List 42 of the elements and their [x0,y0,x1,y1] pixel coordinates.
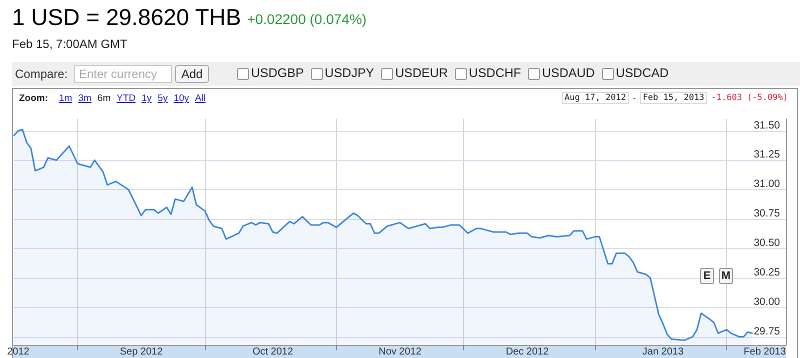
text: Compare: [15,67,68,81]
x-tick-label: Nov 2012 [378,346,422,358]
text: 1y [142,93,152,104]
y-tick-label: 31.00 [754,178,780,190]
text: USDCAD [616,66,669,80]
x-tick-label: 2012 [7,346,30,358]
text: +0.02200 (0.074%) [247,11,367,27]
text: Enter currency [74,65,172,83]
x-tick-label: Sep 2012 [120,346,164,358]
y-tick-label: 30.25 [754,266,780,278]
chart-title: 1 USD = 29.8620 THB [12,4,242,31]
y-tick-label: 29.75 [754,325,780,338]
flag-icon: E [700,268,714,284]
text: 5y [158,93,168,104]
y-tick-label: 30.00 [754,296,780,308]
x-tick-label: Feb 2013 [744,346,786,358]
x-tick-label: Oct 2012 [252,346,294,358]
text: USDJPY [324,66,374,80]
y-tick-label: 30.50 [754,236,780,249]
y-tick-label: 31.50 [754,119,780,132]
x-tick-label: Dec 2012 [506,346,550,358]
text: 10y [174,93,190,104]
text: 3m [78,93,92,104]
text: - [632,93,636,103]
chart-subtitle: Feb 15, 7:00AM GMT [12,37,128,51]
text: Add [175,65,209,83]
text: USDCHF [468,66,522,80]
text: 1m [59,93,72,104]
text: USDGBP [251,66,304,80]
text: All [195,93,206,104]
text: USDAUD [542,66,595,80]
text: Aug 17, 2012 [562,92,629,104]
y-tick-label: 31.25 [754,148,780,161]
text: USDEUR [395,66,448,80]
text: -1.603 (-5.09%) [711,93,788,103]
text: YTD [116,93,136,104]
text: Zoom: [19,93,48,104]
flag-icon: M [719,268,733,284]
x-tick-label: Jan 2013 [642,346,684,358]
text: 6m [97,93,111,104]
y-tick-label: 30.75 [754,208,780,220]
text: Feb 15, 2013 [640,92,708,104]
